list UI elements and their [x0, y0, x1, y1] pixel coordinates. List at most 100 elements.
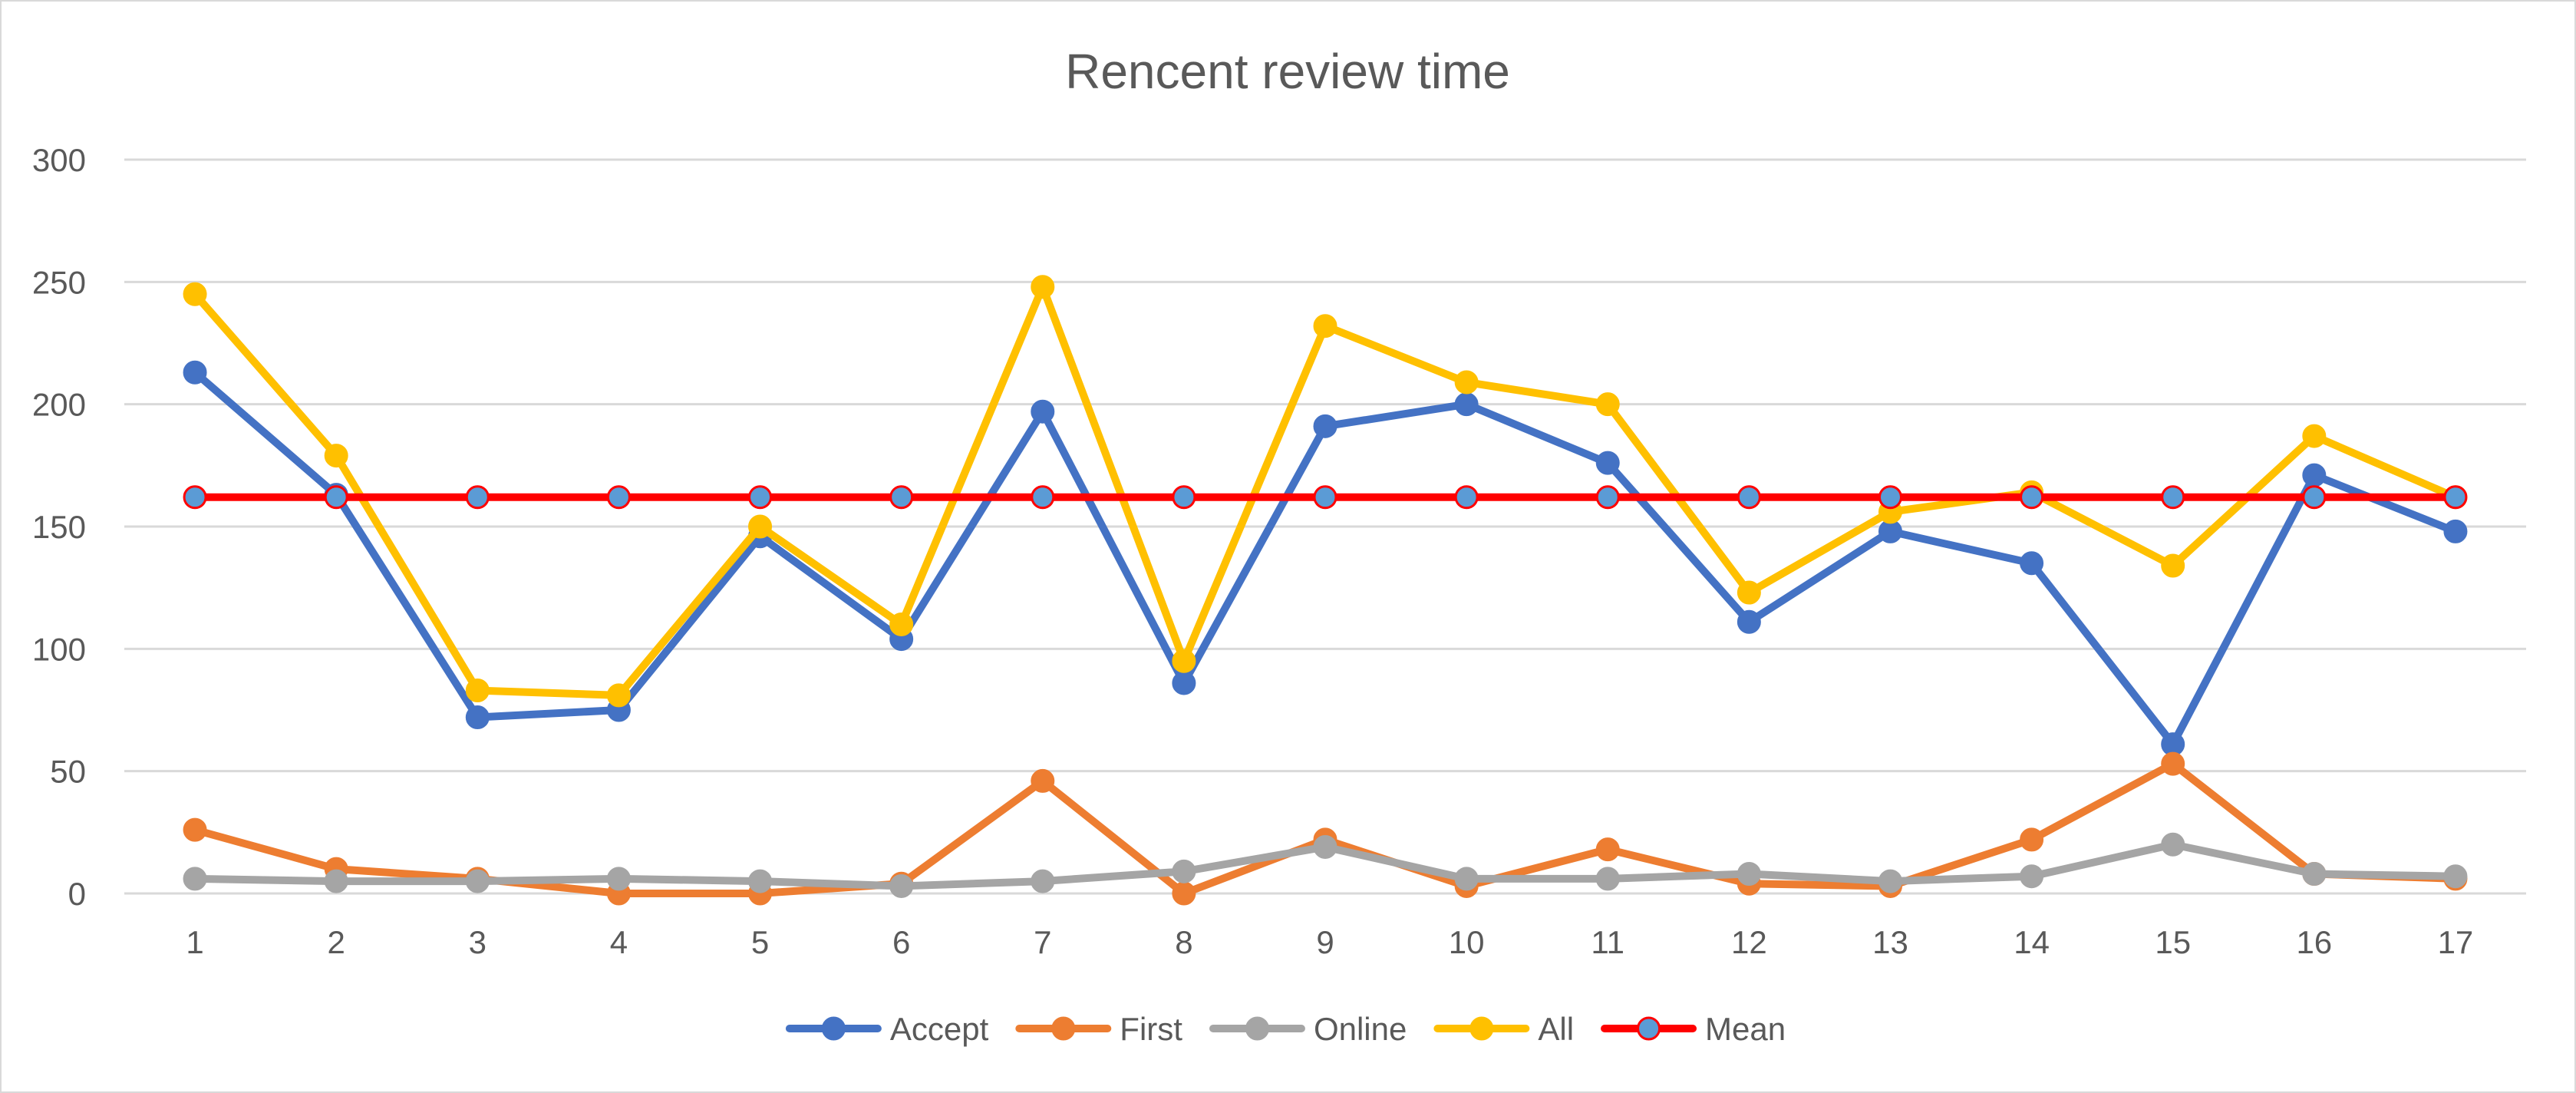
- legend-label: Online: [1314, 1011, 1407, 1047]
- data-point-all: [748, 514, 773, 539]
- data-point-mean: [1454, 485, 1479, 510]
- y-tick-label: 300: [32, 142, 86, 178]
- data-point-first: [2020, 827, 2044, 852]
- x-tick-label: 15: [2155, 924, 2191, 960]
- data-point-mean: [1878, 485, 1902, 510]
- data-point-first: [1031, 768, 1055, 793]
- data-point-all: [1737, 580, 1761, 605]
- data-point-first: [1172, 881, 1196, 906]
- data-point-accept: [2302, 463, 2327, 487]
- data-point-accept: [1595, 451, 1620, 475]
- data-point-mean: [2020, 485, 2044, 510]
- data-point-online: [1313, 834, 1337, 859]
- series-mean: [183, 485, 2468, 510]
- data-point-all: [889, 612, 914, 636]
- y-tick-label: 250: [32, 264, 86, 300]
- data-point-online: [1454, 867, 1479, 891]
- data-point-all: [2302, 424, 2327, 448]
- x-tick-label: 12: [1731, 924, 1767, 960]
- legend-item-mean: Mean: [1601, 1011, 1786, 1047]
- gridlines: [124, 158, 2526, 895]
- legend-item-first: First: [1015, 1011, 1182, 1047]
- data-point-first: [2161, 751, 2185, 776]
- data-point-online: [1031, 869, 1055, 893]
- data-point-online: [1878, 869, 1902, 893]
- data-point-mean: [1172, 485, 1196, 510]
- y-tick-label: 150: [32, 509, 86, 545]
- data-point-online: [889, 873, 914, 898]
- data-point-accept: [1737, 609, 1761, 634]
- data-point-mean: [2443, 485, 2468, 510]
- data-point-online: [2302, 862, 2327, 887]
- data-point-online: [2443, 864, 2468, 889]
- legend-label: All: [1538, 1011, 1574, 1047]
- data-point-online: [1737, 862, 1761, 887]
- x-tick-label: 10: [1449, 924, 1485, 960]
- data-point-accept: [2161, 732, 2185, 757]
- legend-label: First: [1120, 1011, 1182, 1047]
- legend: Accept First Online All Mean: [785, 1011, 1786, 1047]
- data-point-accept: [183, 360, 207, 385]
- legend-swatch-marker: [1469, 1016, 1494, 1041]
- data-point-mean: [748, 485, 773, 510]
- x-tick-label: 7: [1034, 924, 1051, 960]
- x-tick-label: 14: [2014, 924, 2050, 960]
- data-point-mean: [606, 485, 631, 510]
- data-point-all: [1454, 370, 1479, 395]
- data-point-mean: [183, 485, 207, 510]
- x-tick-label: 13: [1872, 924, 1908, 960]
- data-point-accept: [1031, 399, 1055, 424]
- data-point-accept: [465, 705, 490, 730]
- data-point-all: [183, 282, 207, 306]
- legend-swatch-marker: [1245, 1016, 1269, 1041]
- legend-label: Mean: [1705, 1011, 1786, 1047]
- data-point-all: [606, 683, 631, 708]
- x-tick-label: 4: [610, 924, 628, 960]
- data-point-accept: [1878, 519, 1902, 543]
- data-point-all: [465, 679, 490, 703]
- data-point-all: [324, 444, 348, 468]
- series-lines: [183, 275, 2468, 906]
- legend-swatch-marker: [1637, 1016, 1661, 1041]
- y-axis-tick-labels: 0 50 100 150 200 250 300: [32, 142, 86, 912]
- x-tick-label: 11: [1591, 924, 1624, 960]
- data-point-all: [1172, 649, 1196, 673]
- data-point-mean: [1313, 485, 1337, 510]
- data-point-mean: [1031, 485, 1055, 510]
- data-point-online: [1595, 867, 1620, 891]
- data-point-mean: [1595, 485, 1620, 510]
- data-point-all: [2161, 553, 2185, 578]
- data-point-accept: [2020, 551, 2044, 576]
- data-point-online: [748, 869, 773, 893]
- data-point-accept: [1313, 414, 1337, 438]
- x-tick-label: 17: [2438, 924, 2474, 960]
- data-point-all: [1313, 314, 1337, 338]
- data-point-mean: [324, 485, 348, 510]
- data-point-first: [1595, 837, 1620, 862]
- chart-title: Rencent review time: [1065, 44, 1510, 99]
- legend-item-all: All: [1433, 1011, 1574, 1047]
- data-point-accept: [1172, 671, 1196, 695]
- data-point-accept: [1454, 392, 1479, 417]
- x-tick-label: 6: [892, 924, 910, 960]
- data-point-online: [2020, 864, 2044, 889]
- data-point-mean: [2302, 485, 2327, 510]
- legend-item-accept: Accept: [785, 1011, 989, 1047]
- data-point-online: [606, 867, 631, 891]
- series-accept: [183, 360, 2468, 757]
- legend-label: Accept: [890, 1011, 989, 1047]
- x-tick-label: 16: [2296, 924, 2332, 960]
- data-point-mean: [2161, 485, 2185, 510]
- y-tick-label: 50: [50, 754, 86, 790]
- data-point-online: [324, 869, 348, 893]
- legend-swatch-marker: [821, 1016, 846, 1041]
- x-tick-label: 5: [751, 924, 769, 960]
- y-tick-label: 200: [32, 387, 86, 423]
- x-tick-label: 1: [186, 924, 203, 960]
- data-point-online: [2161, 832, 2185, 857]
- y-tick-label: 100: [32, 631, 86, 667]
- data-point-online: [183, 867, 207, 891]
- data-point-all: [1031, 275, 1055, 299]
